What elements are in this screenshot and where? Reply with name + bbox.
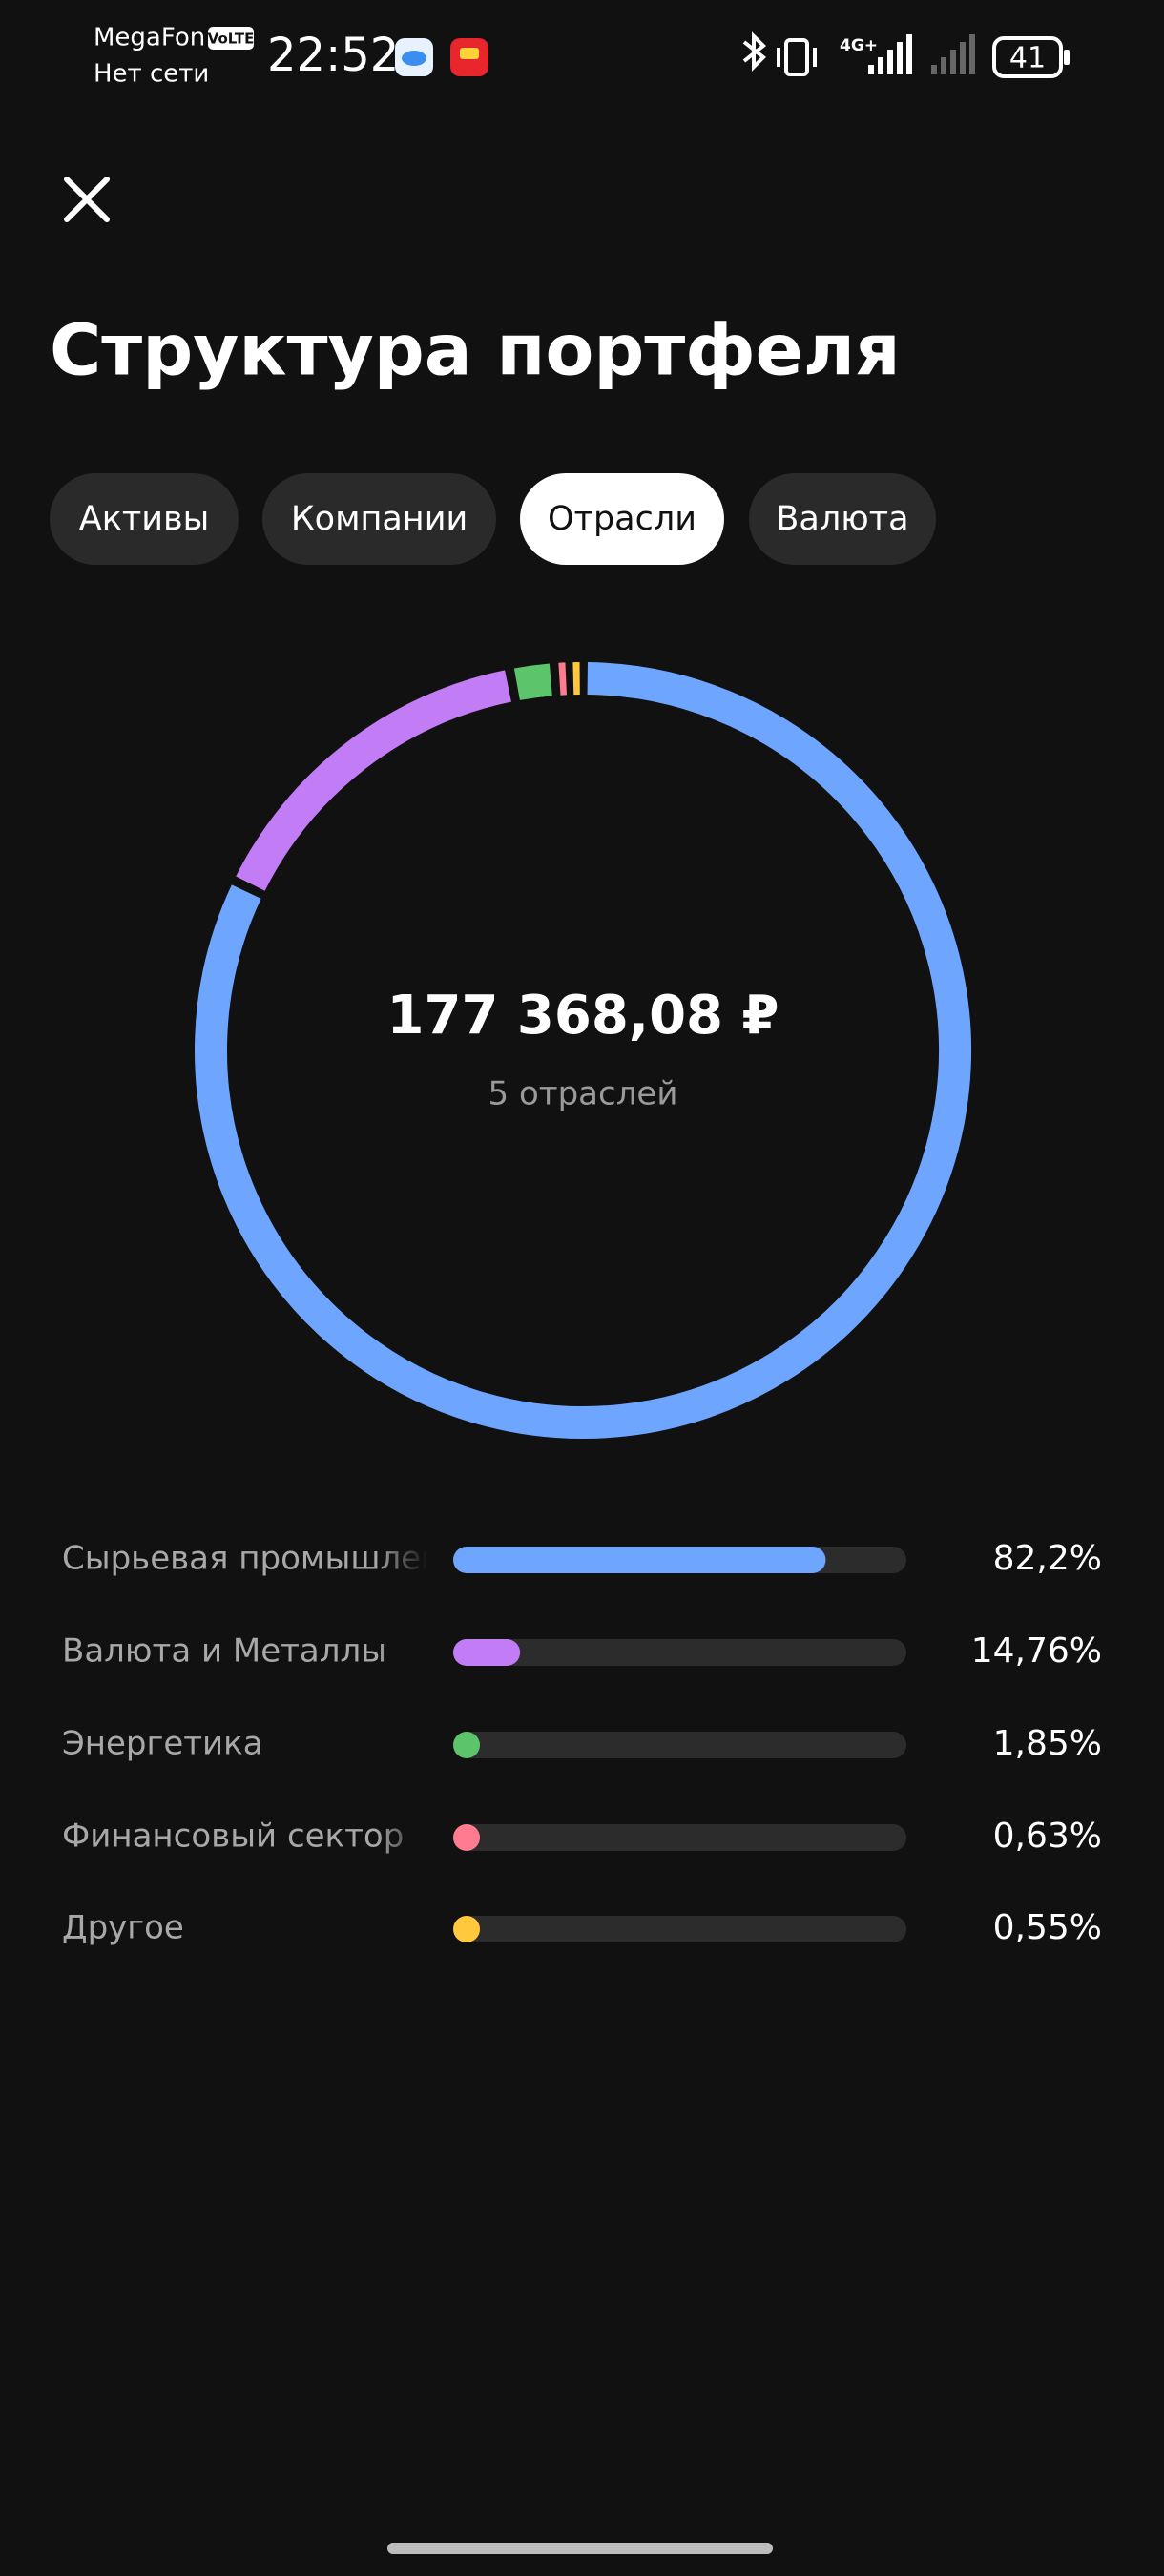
app-icon-detail xyxy=(460,48,479,59)
total-caption: 5 отраслей xyxy=(488,1075,678,1113)
bar-track xyxy=(453,1824,906,1851)
category-name: Энергетика xyxy=(62,1725,263,1763)
tab[interactable]: Активы xyxy=(50,473,239,565)
tab-background xyxy=(749,473,936,565)
battery xyxy=(992,36,1063,78)
signal-2 xyxy=(931,34,975,74)
category-name: Финансовый сектор xyxy=(62,1818,404,1856)
vibrate-icon xyxy=(777,48,780,67)
breakdown-row: Энергетика 1,85% xyxy=(62,1724,1102,1763)
close-button[interactable] xyxy=(64,177,110,222)
tab-label: Отрасли xyxy=(548,500,696,538)
close-icon xyxy=(64,177,110,222)
bar-fill xyxy=(453,1547,826,1573)
category-name: Другое xyxy=(62,1909,184,1947)
category-name: Валюта и Металлы xyxy=(62,1632,386,1671)
donut-segment xyxy=(513,663,552,700)
tab-label: Компании xyxy=(291,500,468,538)
volte-badge xyxy=(208,27,254,50)
bluetooth-icon xyxy=(742,31,766,72)
bar-track xyxy=(453,1639,906,1666)
percent-label: 14,76% xyxy=(971,1631,1102,1671)
category-name: Сырьевая промышлен xyxy=(62,1540,442,1578)
carrier: MegaFon xyxy=(94,24,205,52)
page-title: Структура портфеля xyxy=(50,310,901,392)
breakdown-row: Финансовый сектор 0,63% xyxy=(62,1817,1102,1856)
bar-fill xyxy=(453,1916,480,1942)
percent-label: 1,85% xyxy=(993,1724,1102,1763)
battery-level: 41 xyxy=(1009,42,1046,75)
home-indicator xyxy=(387,2543,773,2554)
network-status: Нет сети xyxy=(94,60,209,89)
percent-label: 0,63% xyxy=(993,1817,1102,1856)
clock: 22:52 xyxy=(267,29,399,82)
vibrate-icon xyxy=(784,38,809,76)
donut-chart xyxy=(195,662,971,1439)
network-type: 4G+ xyxy=(840,36,878,55)
tab-background xyxy=(50,473,239,565)
tab-label: Валюта xyxy=(776,500,908,538)
donut-segment xyxy=(195,662,971,1439)
status-bar: MegaFon VoLTE Нет сети 22:52 4G+ 41 xyxy=(94,24,1070,89)
bar-track xyxy=(453,1732,906,1758)
percent-label: 0,55% xyxy=(993,1908,1102,1947)
tab-background xyxy=(262,473,496,565)
breakdown-list: Сырьевая промышлен 82,2% Валюта и Металлы 1… xyxy=(62,1539,1102,1947)
signal-1 xyxy=(868,34,912,74)
tab-background xyxy=(520,473,724,565)
bar-track xyxy=(453,1916,906,1942)
tab-label: Активы xyxy=(79,500,209,538)
breakdown-row: Другое 0,55% xyxy=(62,1908,1102,1947)
bar-fill xyxy=(453,1639,521,1666)
vibrate-icon xyxy=(813,48,817,67)
volte: VoLTE xyxy=(208,31,255,48)
tab[interactable]: Отрасли xyxy=(520,473,724,565)
percent-label: 82,2% xyxy=(993,1539,1102,1578)
tab[interactable]: Валюта xyxy=(749,473,936,565)
donut-segment xyxy=(236,670,511,891)
tabs: Активы Компании Отрасли Валюта xyxy=(50,473,936,565)
battery-tip xyxy=(1064,50,1070,65)
cloud-icon xyxy=(402,51,426,66)
total-value: 177 368,08 ₽ xyxy=(387,985,779,1047)
breakdown-row: Сырьевая промышлен 82,2% xyxy=(62,1539,1102,1578)
bar-fill xyxy=(453,1732,480,1758)
breakdown-row: Валюта и Металлы 14,76% xyxy=(62,1631,1102,1671)
tab[interactable]: Компании xyxy=(262,473,496,565)
bar-fill xyxy=(453,1824,480,1851)
